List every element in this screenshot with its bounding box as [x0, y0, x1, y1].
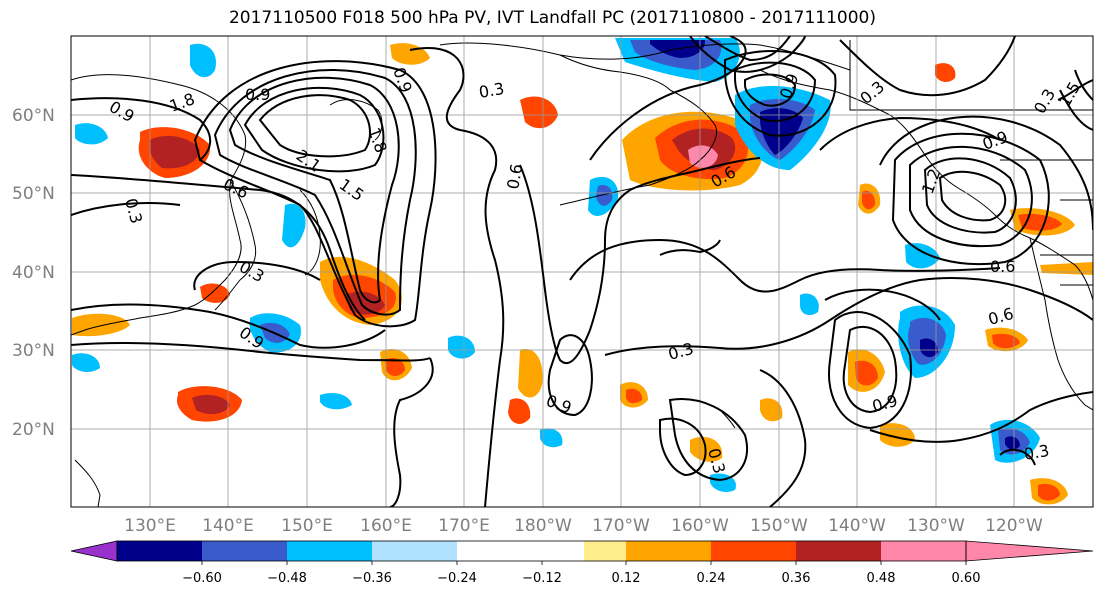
colorbar-tick: −0.12: [522, 571, 562, 586]
contour-label: 0.6: [503, 162, 526, 190]
contour-label: 0.6: [986, 304, 1016, 329]
colorbar-tick: 0.60: [952, 571, 981, 586]
colorbar-tick: −0.36: [352, 571, 392, 586]
coastlines: [71, 40, 1093, 507]
colorbar-tick: −0.48: [267, 571, 307, 586]
colorbar-segment: [542, 541, 584, 561]
colorbar-segment: [584, 541, 626, 561]
contour-label: 0.3: [477, 79, 505, 102]
colorbar-tick: 0.48: [867, 571, 896, 586]
contour-label: 0.3: [666, 339, 696, 364]
colorbar-segment: [287, 541, 372, 561]
contour-label: 0.3: [704, 446, 729, 476]
lon-label: 150°E: [281, 516, 333, 536]
lon-label: 170°W: [592, 516, 650, 536]
contour-label: 0.3: [1022, 441, 1050, 464]
contour-label: 0.6: [990, 257, 1015, 276]
lat-label: 30°N: [12, 341, 55, 361]
colorbar: −0.60 −0.48 −0.36 −0.24 −0.12 0.12 0.24 …: [70, 540, 1094, 586]
colorbar-extend-low: [70, 540, 118, 562]
colorbar-extend-high: [965, 540, 1094, 562]
lon-label: 140°E: [202, 516, 254, 536]
colorbar-segment: [117, 541, 202, 561]
colorbar-tick: −0.24: [437, 571, 477, 586]
lon-label: 130°W: [907, 516, 965, 536]
lat-label: 60°N: [12, 106, 55, 126]
lon-label: 180°W: [514, 516, 572, 536]
contour-label: 0.3: [856, 77, 888, 108]
contour-label: 0.3: [121, 196, 146, 226]
contour-label: 1.8: [364, 125, 391, 155]
longitude-labels: 130°E 140°E 150°E 160°E 170°E 180°W 170°…: [124, 516, 1043, 536]
lat-label: 20°N: [12, 420, 55, 440]
lon-label: 170°E: [438, 516, 490, 536]
contour-label: 0.6: [220, 174, 251, 202]
lat-label: 50°N: [12, 184, 55, 204]
lat-label: 40°N: [12, 263, 55, 283]
colorbar-tick: 0.12: [612, 571, 641, 586]
lon-label: 160°W: [671, 516, 729, 536]
contour-label: 1.5: [336, 175, 368, 205]
contour-label: 1.8: [167, 89, 197, 116]
colorbar-segment: [881, 541, 966, 561]
map-title: 2017110500 F018 500 hPa PV, IVT Landfall…: [228, 8, 876, 28]
contour-label: 2.1: [293, 146, 325, 176]
colorbar-segment: [711, 541, 796, 561]
lon-label: 160°E: [360, 516, 412, 536]
lon-label: 140°W: [828, 516, 886, 536]
lon-label: 130°E: [124, 516, 176, 536]
lon-label: 120°W: [985, 516, 1043, 536]
contour-label: 0.9: [389, 65, 416, 95]
lon-label: 150°W: [750, 516, 808, 536]
colorbar-segment: [202, 541, 287, 561]
colorbar-segment: [372, 541, 457, 561]
map-frame: [70, 35, 1094, 508]
colorbar-tick: 0.24: [697, 571, 726, 586]
colorbar-segment: [626, 541, 711, 561]
colorbar-tick: −0.60: [182, 571, 222, 586]
contour-label: 0.9: [870, 391, 900, 416]
colorbar-tick: 0.36: [782, 571, 811, 586]
contour-label: 0.9: [245, 85, 270, 104]
colorbar-segment: [796, 541, 881, 561]
contour-label: 0.9: [106, 97, 138, 126]
ivt-contours: [71, 36, 1093, 507]
pv-anomaly-fills: [72, 38, 1093, 505]
latitude-labels: 60°N 50°N 40°N 30°N 20°N: [12, 106, 55, 440]
colorbar-segment: [457, 541, 542, 561]
